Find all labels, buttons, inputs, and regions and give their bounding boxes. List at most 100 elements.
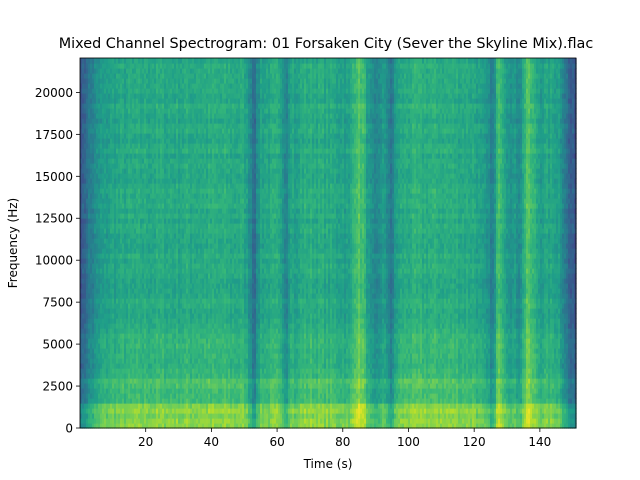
heatmap-cell (420, 408, 423, 414)
heatmap-cell (346, 398, 349, 404)
heatmap-cell (494, 388, 497, 394)
heatmap-cell (544, 423, 547, 429)
heatmap-cell (234, 388, 237, 394)
heatmap-cell (104, 398, 107, 404)
heatmap-cell (266, 388, 269, 394)
heatmap-cell (476, 423, 479, 429)
heatmap-cell (192, 403, 195, 409)
heatmap-cell (428, 383, 431, 389)
heatmap-cell (242, 383, 245, 389)
heatmap-cell (214, 393, 217, 399)
heatmap-cell (426, 413, 429, 419)
heatmap-cell (512, 423, 515, 429)
heatmap-cell (388, 413, 391, 419)
heatmap-cell (566, 383, 569, 389)
heatmap-cell (138, 383, 141, 389)
heatmap-cell (300, 408, 303, 414)
heatmap-cell (340, 418, 343, 424)
heatmap-cell (406, 413, 409, 419)
heatmap-cell (166, 408, 169, 414)
heatmap-cell (268, 378, 271, 384)
heatmap-cell (358, 383, 361, 389)
heatmap-cell (270, 403, 273, 409)
heatmap-cell (276, 423, 279, 429)
heatmap-cell (144, 393, 147, 399)
heatmap-cell (150, 378, 153, 384)
heatmap-cell (268, 418, 271, 424)
heatmap-cell (422, 398, 425, 404)
heatmap-cell (394, 388, 397, 394)
heatmap-cell (534, 398, 537, 404)
heatmap-cell (474, 383, 477, 389)
heatmap-cell (178, 383, 181, 389)
heatmap-cell (114, 408, 117, 414)
heatmap-cell (314, 398, 317, 404)
heatmap-cell (246, 413, 249, 419)
heatmap-cell (160, 403, 163, 409)
heatmap-cell (460, 413, 463, 419)
heatmap-cell (570, 418, 573, 424)
heatmap-cell (312, 388, 315, 394)
heatmap-cell (344, 383, 347, 389)
heatmap-cell (170, 383, 173, 389)
heatmap-cell (378, 398, 381, 404)
heatmap-cell (436, 403, 439, 409)
heatmap-cell (520, 398, 523, 404)
heatmap-cell (276, 418, 279, 424)
heatmap-cell (468, 418, 471, 424)
heatmap-cell (360, 383, 363, 389)
heatmap-cell (510, 398, 513, 404)
heatmap-cell (396, 418, 399, 424)
heatmap-cell (322, 388, 325, 394)
heatmap-cell (400, 413, 403, 419)
heatmap-cell (478, 403, 481, 409)
heatmap-cell (204, 408, 207, 414)
heatmap-cell (340, 378, 343, 384)
heatmap-cell (316, 423, 319, 429)
heatmap-cell (382, 418, 385, 424)
heatmap-cell (184, 408, 187, 414)
heatmap-cell (334, 423, 337, 429)
heatmap-cell (426, 398, 429, 404)
heatmap-cell (502, 388, 505, 394)
heatmap-cell (478, 398, 481, 404)
heatmap-cell (320, 383, 323, 389)
heatmap-cell (168, 378, 171, 384)
heatmap-cell (158, 378, 161, 384)
heatmap-cell (158, 398, 161, 404)
heatmap-cell (406, 408, 409, 414)
heatmap-cell (94, 418, 97, 424)
heatmap-cell (480, 398, 483, 404)
heatmap-cell (184, 378, 187, 384)
heatmap-cell (492, 393, 495, 399)
heatmap-cell (506, 413, 509, 419)
heatmap-cell (318, 398, 321, 404)
heatmap-cell (180, 383, 183, 389)
heatmap-cell (492, 413, 495, 419)
heatmap-cell (342, 398, 345, 404)
heatmap-cell (538, 393, 541, 399)
heatmap-cell (268, 408, 271, 414)
heatmap-cell (312, 423, 315, 429)
heatmap-cell (520, 388, 523, 394)
heatmap-cell (186, 413, 189, 419)
heatmap-cell (338, 408, 341, 414)
heatmap-cell (194, 413, 197, 419)
heatmap-cell (318, 383, 321, 389)
heatmap-cell (176, 393, 179, 399)
heatmap-cell (514, 403, 517, 409)
heatmap-cell (254, 408, 257, 414)
heatmap-cell (210, 418, 213, 424)
heatmap-cell (260, 403, 263, 409)
heatmap-cell (552, 398, 555, 404)
heatmap-cell (186, 408, 189, 414)
heatmap-cell (386, 403, 389, 409)
heatmap-cell (442, 403, 445, 409)
heatmap-cell (418, 408, 421, 414)
heatmap-cell (128, 393, 131, 399)
heatmap-cell (464, 413, 467, 419)
heatmap-cell (370, 378, 373, 384)
heatmap-cell (396, 403, 399, 409)
heatmap-cell (500, 398, 503, 404)
heatmap-cell (368, 383, 371, 389)
